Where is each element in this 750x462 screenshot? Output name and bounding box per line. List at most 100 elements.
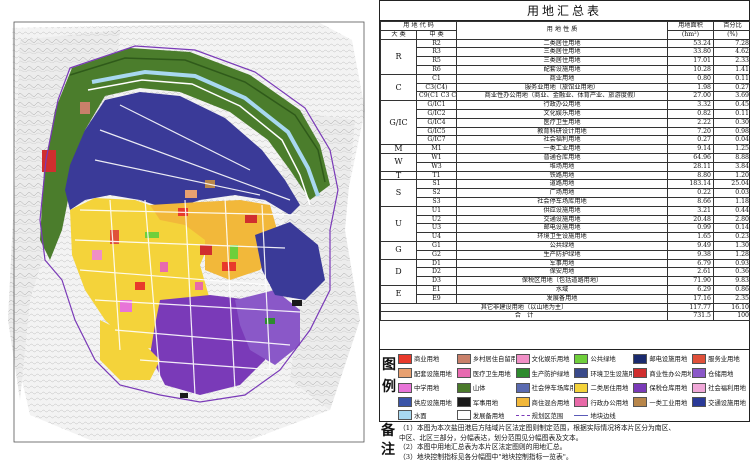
cell-land-nature: 服务业用地（旅馆业用地） [456, 82, 668, 93]
cell-area: 2.61 [667, 267, 714, 278]
cell-other-pct: 16.10 [713, 302, 750, 313]
parcel-school-1 [120, 300, 132, 312]
legend-color-swatch [515, 368, 530, 379]
parcel-facility-1 [185, 190, 197, 198]
table-row: G/IC5 教育科研设计用地 7.20 0.98 [381, 126, 750, 137]
legend-color-swatch [398, 353, 412, 364]
header-code-group: 用 地 代 码 [380, 21, 457, 31]
table-row: D3 保税区用地（包括道路用地） 71.90 9.83 [381, 276, 750, 286]
header-major: 大 类 [380, 29, 417, 40]
legend-item: 水面 [398, 410, 456, 420]
legend-item-label: 保税仓库用地 [649, 385, 688, 393]
legend-item-label: 服务业用地 [708, 356, 740, 364]
header-pct-unit: (%) [713, 29, 750, 40]
cell-minor-code: S2 [416, 188, 457, 198]
header-nature: 用 地 性 质 [456, 21, 668, 40]
cell-total-area: 731.5 [667, 311, 714, 322]
cell-percent: 0.98 [713, 126, 750, 137]
legend-color-swatch [574, 368, 589, 379]
cell-minor-code: S3 [416, 196, 457, 207]
cell-area: 9.49 [667, 240, 714, 251]
table-row: S3 社会停车场库用地 8.66 1.18 [381, 196, 750, 207]
table-row: G/IC G/IC1 行政办公用地 3.32 0.45 [380, 100, 750, 146]
cell-minor-code: D1 [416, 258, 457, 269]
cell-land-nature: 三类居住用地 [456, 56, 668, 66]
legend-item-label: 二类居住用地 [590, 385, 629, 393]
cell-minor-code: U4 [416, 232, 457, 242]
legend-color-swatch [456, 410, 471, 420]
cell-land-nature: 一类工业用地 [456, 144, 668, 154]
cell-percent: 0.04 [713, 135, 750, 146]
cell-land-nature: 三类居住用地 [456, 47, 668, 58]
planning-boundary [39, 45, 339, 403]
legend-item-label: 商住混合用地 [531, 399, 570, 407]
legend-color-swatch [633, 368, 648, 379]
cell-area: 7.20 [667, 126, 714, 137]
notes-panel: 备注 （1）本图为本次盐田港后方陆域片区法定图则制定范围，根据实际情况将本片区分… [379, 422, 750, 462]
cell-area: 28.11 [667, 161, 714, 172]
cell-percent: 25.04 [713, 179, 750, 190]
cell-percent: 3.69 [713, 91, 750, 102]
cell-area: 6.79 [667, 258, 714, 269]
legend-item: 医疗卫生用地 [456, 367, 515, 381]
cell-land-nature: 保安用地 [456, 267, 668, 278]
legend-item-label: 社会停车场库用地 [531, 385, 574, 393]
legend-item-label: 交通设施用地 [708, 399, 746, 407]
legend-item: 乡村居住自留用地 [456, 352, 515, 366]
table-row: T T1 铁路用地 8.80 1.20 [380, 170, 750, 181]
cell-land-nature: 文化娱乐用地 [456, 108, 668, 119]
legend-color-swatch [692, 368, 707, 379]
cell-major-code: E [380, 284, 417, 304]
table-row: C9(C1 C3 C4)商业性办公用地（商业、金融业、体育产业、旅游度假）27.… [381, 91, 750, 102]
cell-other-area: 117.77 [667, 302, 714, 313]
legend-item-label: 医疗卫生用地 [472, 370, 511, 378]
table-row: G2 生产防护绿地 9.38 1.28 [381, 249, 750, 260]
cell-area: 6.29 [667, 284, 714, 295]
cell-area: 0.27 [667, 135, 714, 146]
cell-minor-code: M1 [416, 144, 457, 154]
legend-item-label: 行政办公用地 [590, 399, 629, 407]
parcel-commercial-7 [135, 282, 145, 290]
note-line: （1）本图为本次盐田港后方陆域片区法定图则制定范围，根据实际情况将本片区分为南区… [399, 424, 676, 432]
legend-item: 供应设施用地 [398, 396, 456, 410]
legend-item: 仓储用地 [692, 367, 750, 381]
cell-total-label: 合 计 [380, 311, 668, 322]
cell-minor-code: T1 [416, 170, 457, 181]
table-row: W3 堆场用地 28.11 3.84 [381, 161, 750, 172]
cell-area: 9.14 [667, 144, 714, 154]
legend-item: 社会停车场库用地 [515, 381, 574, 395]
cell-percent: 2.33 [713, 56, 750, 66]
land-use-map-svg [8, 21, 365, 443]
cell-area: 33.80 [667, 47, 714, 58]
cell-land-nature: 道路用地 [456, 179, 668, 190]
cell-percent: 0.11 [713, 108, 750, 119]
legend-item: 二类居住用地 [574, 381, 632, 395]
cell-area: 1.98 [667, 82, 714, 93]
cell-land-nature: 配套设施用地 [456, 64, 668, 75]
legend-item-label: 规划区范围 [531, 412, 564, 420]
cell-percent: 0.93 [713, 258, 750, 269]
legend-color-swatch [515, 353, 530, 364]
cell-land-nature: 二类居住用地 [456, 38, 668, 49]
cell-land-nature: 行政办公用地 [456, 100, 668, 110]
cell-major-code: U [380, 205, 417, 242]
legend-item: 一类工业用地 [633, 396, 691, 410]
table-row: R5 三类居住用地 17.01 2.33 [381, 56, 750, 66]
cell-minor-code: D2 [416, 267, 457, 278]
legend-color-swatch [633, 397, 648, 408]
legend-item-label: 仓储用地 [708, 370, 734, 378]
legend-color-swatch [515, 397, 530, 408]
cell-major-code: R [380, 38, 417, 75]
table-row: D D1 军事用地 6.79 0.93 [380, 258, 750, 286]
table-title: 用地汇总表 [380, 1, 749, 21]
notes-list: （1）本图为本次盐田港后方陆域片区法定图则制定范围，根据实际情况将本片区分为南区… [399, 424, 749, 462]
legend-item: 服务业用地 [692, 352, 750, 366]
legend-color-swatch [456, 382, 471, 393]
legend-item: 规划区范围 [515, 410, 574, 420]
cell-minor-code: R5 [416, 56, 457, 66]
legend-item-label: 环境卫生设施用地 [590, 370, 633, 378]
table-row: D2 保安用地 2.61 0.36 [381, 267, 750, 278]
cell-area: 9.38 [667, 249, 714, 260]
land-use-summary-table: 用 地 代 码 用 地 性 质 用地面积 百分比 大 类 中 类 (hm²) (… [380, 21, 750, 322]
cell-major-code: T [380, 170, 417, 181]
